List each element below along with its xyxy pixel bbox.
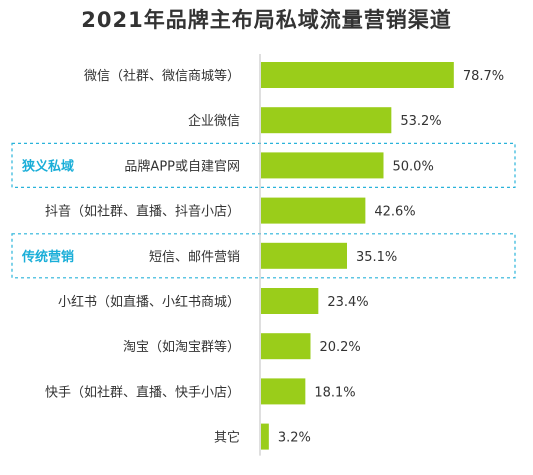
bar (261, 242, 347, 269)
bar (261, 197, 366, 224)
highlight-label: 狭义私域 (21, 158, 74, 174)
chart-title: 2021年品牌主布局私域流量营销渠道 (81, 8, 452, 32)
value-label: 23.4% (327, 295, 368, 310)
bar (261, 288, 319, 314)
category-label: 企业微信 (188, 113, 240, 129)
bar (261, 378, 306, 405)
category-label: 快手（如社群、直播、快手小店） (45, 384, 240, 400)
category-label: 微信（社群、微信商城等） (84, 68, 240, 84)
bar (261, 423, 269, 450)
category-label: 短信、邮件营销 (149, 250, 240, 265)
category-label: 品牌APP或自建官网 (124, 158, 240, 174)
category-label: 其它 (214, 430, 240, 446)
category-label: 淘宝（如淘宝群等） (123, 339, 240, 355)
highlight-label: 传统营销 (21, 249, 74, 265)
bar (261, 107, 392, 134)
value-label: 78.7% (463, 69, 504, 84)
value-label: 53.2% (400, 114, 441, 129)
value-label: 18.1% (314, 385, 355, 400)
value-label: 35.1% (356, 250, 397, 265)
bar (261, 333, 311, 360)
bar (261, 62, 454, 88)
value-label: 3.2% (278, 431, 311, 446)
highlight-box (11, 142, 516, 188)
bar (261, 152, 384, 179)
value-label: 20.2% (319, 340, 360, 355)
category-label: 小红书（如直播、小红书商城） (58, 294, 240, 310)
value-label: 42.6% (374, 205, 415, 220)
value-label: 50.0% (393, 159, 434, 174)
highlight-box (11, 233, 516, 279)
category-label: 抖音（如社群、直播、抖音小店） (45, 204, 240, 220)
